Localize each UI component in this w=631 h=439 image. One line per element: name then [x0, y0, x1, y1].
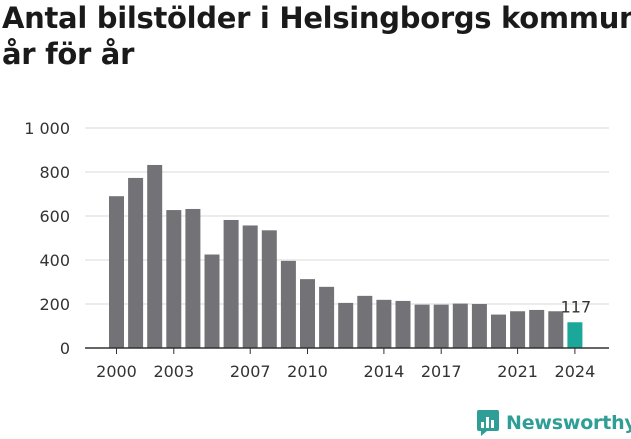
- bar: [357, 295, 373, 348]
- x-tick-label: 2010: [287, 362, 328, 381]
- bar: [491, 314, 506, 348]
- bar: [223, 219, 239, 348]
- newsworthy-brand: Newsworthy: [476, 408, 631, 438]
- y-tick-label: 1 000: [24, 119, 70, 138]
- bar: [414, 304, 430, 348]
- x-tick-label: 2024: [555, 362, 596, 381]
- bar: [166, 210, 182, 348]
- x-tick-label: 2021: [497, 362, 538, 381]
- newsworthy-logo-icon: [477, 410, 499, 436]
- bar: [471, 304, 487, 348]
- bar: [280, 260, 296, 348]
- y-tick-label: 800: [39, 163, 70, 182]
- bar: [376, 299, 392, 348]
- bar: [128, 177, 144, 348]
- chart-title: Antal bilstölder i Helsingborgs kommun å…: [2, 0, 631, 72]
- bar: [300, 279, 315, 348]
- bar: [567, 322, 583, 348]
- bar: [261, 230, 277, 348]
- bar: [204, 254, 220, 348]
- chart-title-line-1: Antal bilstölder i Helsingborgs kommun: [2, 1, 631, 35]
- bar: [319, 286, 335, 348]
- brand-name: Newsworthy: [506, 412, 631, 434]
- y-tick-label: 400: [39, 251, 70, 270]
- bar: [109, 196, 124, 348]
- y-tick-label: 600: [39, 207, 70, 226]
- bar: [395, 300, 411, 348]
- x-tick-label: 2007: [230, 362, 271, 381]
- bar: [185, 208, 201, 348]
- y-tick-label: 200: [39, 295, 70, 314]
- x-tick-label: 2000: [96, 362, 137, 381]
- x-tick-label: 2003: [153, 362, 194, 381]
- bar: [529, 309, 545, 348]
- x-tick-label: 2014: [364, 362, 405, 381]
- bar: [242, 225, 258, 348]
- chart-title-line-2: år för år: [2, 37, 135, 71]
- bar: [147, 164, 163, 348]
- bar: [452, 303, 468, 348]
- bar: [548, 311, 564, 348]
- bar: [338, 302, 354, 348]
- data-label: 117: [561, 297, 592, 316]
- bar: [510, 311, 526, 348]
- x-tick-label: 2017: [421, 362, 462, 381]
- y-tick-label: 0: [60, 339, 70, 358]
- bar: [433, 304, 449, 348]
